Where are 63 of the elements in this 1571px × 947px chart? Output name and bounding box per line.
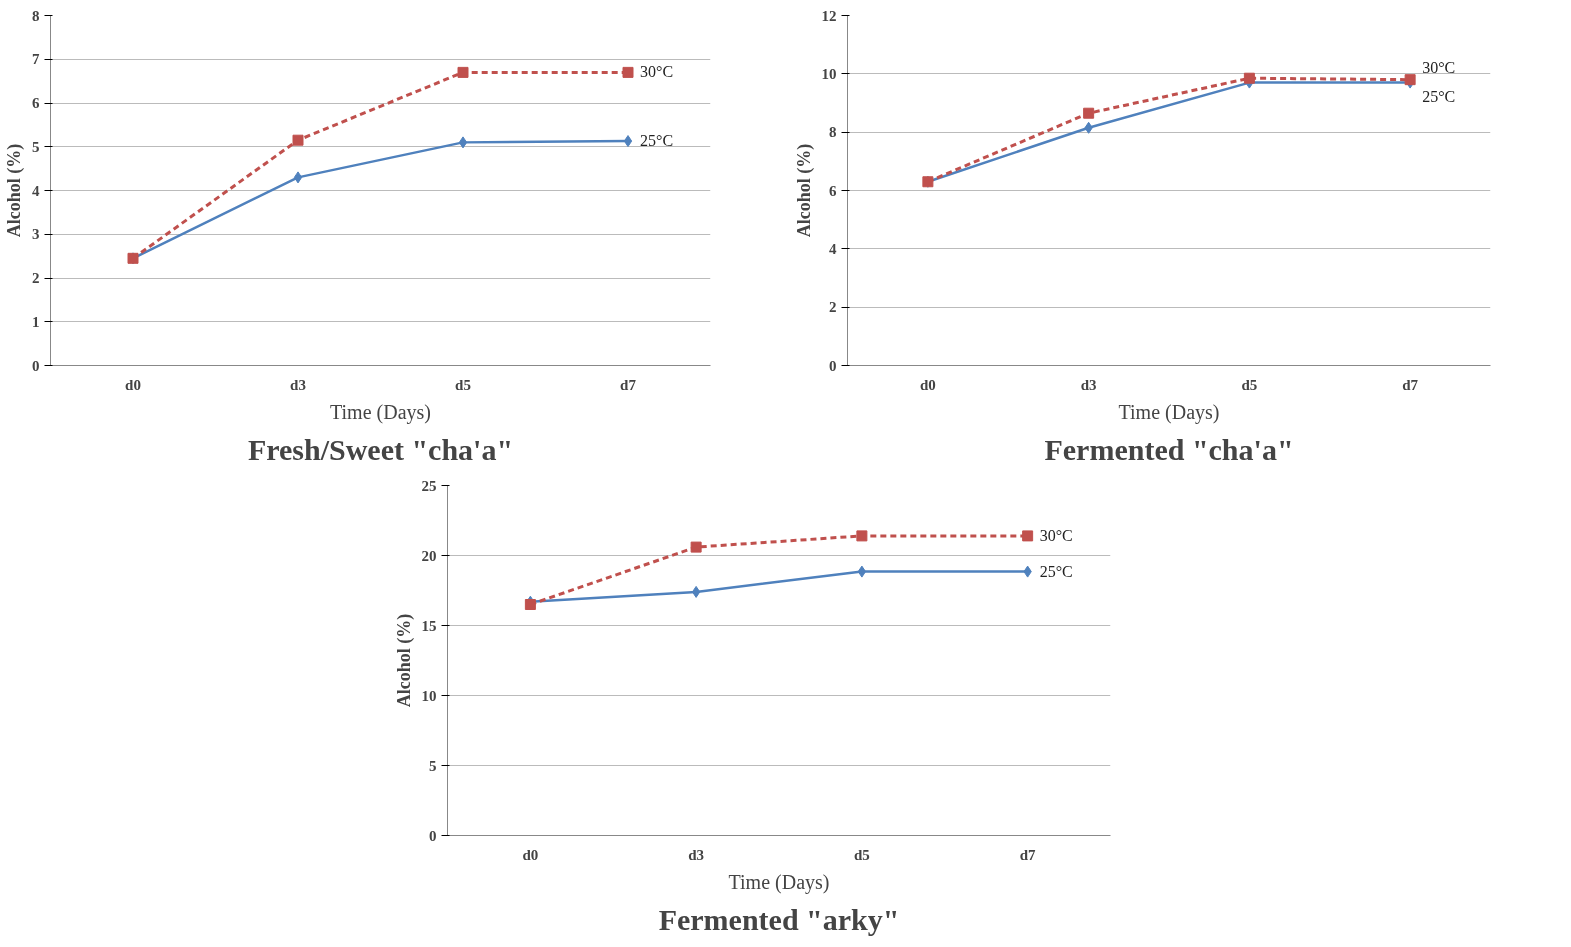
series-label: 30°C [1039,526,1073,544]
point [457,66,469,78]
y-axis-title: Alcohol (%) [793,143,815,238]
x-tick-label: d7 [1402,376,1419,393]
y-axis-title: Alcohol (%) [4,143,25,238]
series-label: 25°C [640,132,674,150]
y-tick-label: 4 [32,182,40,199]
x-tick-label: d3 [688,846,705,863]
x-tick-label: d0 [919,376,936,393]
point [293,171,303,184]
y-tick-label: 8 [32,7,40,24]
y-tick-label: 10 [421,687,437,704]
point [458,136,468,149]
y-tick-label: 7 [32,51,40,68]
x-tick-label: d7 [620,376,637,393]
point [857,565,867,578]
series-label: 25°C [1039,562,1073,580]
point [1083,107,1095,119]
x-tick-label: d3 [290,376,306,393]
point [622,66,634,78]
y-tick-label: 25 [421,477,437,494]
x-tick-label: d0 [125,376,141,393]
y-tick-label: 15 [421,617,437,634]
x-tick-label: d7 [1019,846,1037,863]
text: Fresh/Sweet "cha'a" [247,432,514,466]
x-axis-title: Time (Days) [330,400,431,424]
text: Fermented "arky" [658,902,900,936]
point [623,135,633,148]
y-tick-label: 6 [32,95,40,111]
point [292,134,304,146]
x-tick-label: d5 [455,376,471,393]
series-label: 30°C [640,63,674,81]
x-tick-label: d0 [522,846,539,863]
y-tick-label: 0 [429,827,437,844]
x-tick-label: d5 [853,846,870,863]
y-tick-label: 2 [829,299,837,316]
x-axis-title: Time (Days) [728,870,830,894]
x-tick-label: d3 [1080,376,1097,393]
y-tick-label: 5 [429,757,437,774]
y-tick-label: 6 [829,182,837,199]
y-tick-label: 0 [32,357,40,374]
y-tick-label: 5 [32,138,40,155]
series-label: 25°C [1422,87,1456,105]
y-axis-title: Alcohol (%) [393,613,415,708]
point [691,585,701,598]
point [1022,530,1034,542]
y-tick-label: 12 [821,7,837,24]
y-tick-label: 4 [829,240,837,257]
point [856,530,868,542]
point [1243,72,1255,84]
y-tick-label: 0 [829,357,837,374]
y-tick-label: 10 [821,65,837,82]
point [524,599,536,610]
y-tick-label: 2 [32,270,40,286]
point [690,541,702,553]
series-label: 30°C [1422,58,1456,76]
text: Fermented "cha'a" [1044,432,1294,466]
y-tick-label: 1 [32,313,40,330]
x-axis-title: Time (Days) [1118,400,1220,424]
y-tick-label: 20 [421,547,437,564]
y-tick-label: 3 [32,226,40,243]
y-tick-label: 8 [829,124,837,141]
x-tick-label: d5 [1241,376,1258,393]
